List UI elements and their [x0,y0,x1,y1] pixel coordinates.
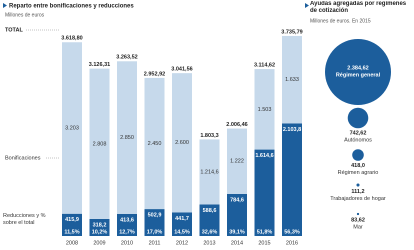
series-label: Bonificaciones [5,155,41,161]
bullet [3,3,7,8]
bubble [325,39,391,105]
title-box: Ayudas agregadas por regímenes de cotiza… [310,1,407,14]
bar-segment [89,218,110,236]
share-label: 56,3% [284,229,300,235]
bar-segment [62,42,82,214]
value-label: 2.450 [148,141,162,147]
category-label: Autónomos [344,138,372,144]
share-label: 14,5% [174,229,190,235]
value-label: 1.214,6 [200,169,218,175]
value-label: 415,9 [65,217,79,223]
total-label: TOTAL [5,27,23,33]
value-label: 413,6 [120,217,134,223]
value-label: 1.633 [285,77,299,83]
bar-segment [89,68,110,219]
value-label: 502,9 [148,213,162,219]
x-tick-label: 2009 [93,240,105,246]
category-label: Trabajadores de hogar [330,196,386,202]
value-label: 784,6 [230,197,244,203]
bar-segment [282,35,302,124]
share-label: 39,1% [229,229,245,235]
bar-segment [117,213,137,236]
value-label: 3.203 [65,125,79,131]
value-label: 2.600 [175,140,189,146]
total-value: 1.803,3 [200,133,218,139]
chart-title: Reparto entre bonificaciones y reduccion… [9,4,134,10]
total-value: 3.114,62 [254,63,275,69]
share-label: 11,5% [64,229,79,235]
value-label: 2.384,62 [347,65,368,71]
x-tick-label: 2015 [258,240,270,246]
category-label: Régimen agrario [338,170,379,176]
x-tick-label: 2012 [176,240,188,246]
total-value: 3.126,31 [89,62,110,68]
x-tick-label: 2016 [286,240,298,246]
bar-segment [172,73,192,213]
x-tick-label: 2010 [121,240,133,246]
total-value: 2.006,46 [226,122,247,128]
chart-title: Ayudas agregadas por regímenes de cotiza… [310,1,407,14]
bar-segment [144,209,165,236]
share-label: 32,6% [202,229,218,235]
bar-segment [62,213,82,236]
x-tick-label: 2008 [66,240,78,246]
total-value: 3.041,56 [171,67,192,73]
value-label: 588,6 [203,208,217,214]
total-value: 3.263,52 [116,55,137,61]
value-label: 1.614,6 [255,153,273,159]
category-label: Régimen general [336,72,381,78]
value-label: 2.808 [93,141,107,147]
bar-segment [117,61,137,214]
share-label: 12,7% [119,229,135,235]
x-tick-label: 2014 [231,240,243,246]
total-value: 2.952,92 [144,71,165,77]
bar-segment [282,123,302,236]
value-label: 83,62 [351,218,365,224]
value-label: 318,2 [93,222,107,228]
value-label: 2.850 [120,135,134,141]
x-tick-label: 2011 [149,240,161,246]
bar-segment [227,193,247,236]
value-label: 1.222 [230,159,244,165]
value-label: 441,7 [175,216,189,222]
category-label: Mar [353,225,363,231]
series-label-box: Reducciones y % sobre el total [3,213,46,226]
bubble [352,149,364,161]
bar-segment [144,77,165,210]
value-label: 2.103,8 [283,127,301,133]
bar-segment [254,149,275,236]
bullet [305,3,309,8]
series-label: Reducciones y % sobre el total [3,213,46,226]
total-value: 3.618,80 [61,36,82,42]
bar-segment [172,212,192,236]
bubble [347,107,369,129]
value-label: 742,62 [350,131,367,137]
total-value: 3.735,79 [281,29,302,35]
value-label: 418,0 [351,163,365,169]
share-label: 51,8% [257,229,273,235]
bar-segment [199,139,220,205]
chart-subtitle: Millones de euros. En 2015 [310,18,371,24]
bar-segment [254,69,275,150]
x-tick-label: 2013 [203,240,215,246]
share-label: 10,2% [92,229,108,235]
bubble [356,212,360,216]
bar-segment [199,204,220,236]
bar-segment [227,128,247,194]
value-label: 111,2 [351,189,364,195]
chart-subtitle: Millones de euros [5,12,45,18]
bubble [356,183,360,187]
value-label: 1.503 [258,107,272,113]
share-label: 17,0% [147,229,163,235]
